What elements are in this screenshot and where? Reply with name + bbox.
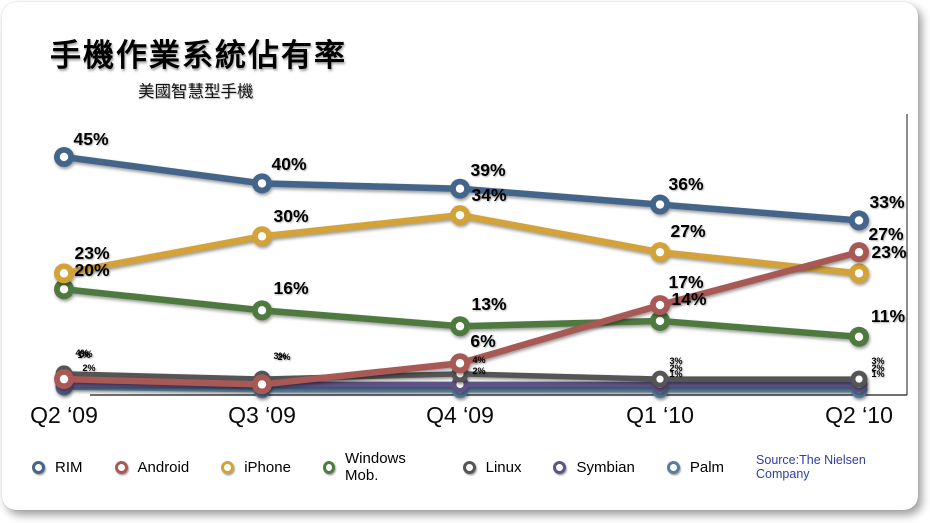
- data-point-center: [455, 184, 465, 193]
- legend-item-rim: RIM: [32, 459, 83, 476]
- data-label: 1%: [77, 350, 90, 360]
- data-label: 36%: [668, 174, 703, 194]
- chart-subtitle: 美國智慧型手機: [138, 83, 254, 101]
- data-label: 23%: [871, 242, 906, 262]
- legend-label: Symbian: [576, 458, 635, 476]
- data-label: 6%: [470, 331, 496, 351]
- data-point-center: [655, 200, 665, 209]
- legend-marker-icon: [32, 460, 45, 474]
- data-point-center: [455, 359, 465, 368]
- data-label: 39%: [470, 160, 505, 180]
- data-label: 27%: [868, 224, 903, 244]
- data-label: 34%: [471, 185, 506, 205]
- legend-label: Palm: [689, 458, 725, 476]
- legend-item-iphone: iPhone: [221, 459, 291, 476]
- legend-marker-icon: [322, 460, 336, 474]
- data-label: 40%: [271, 154, 306, 174]
- data-point-center: [656, 375, 664, 383]
- data-label: 2%: [82, 363, 95, 373]
- data-label: 13%: [471, 294, 506, 314]
- legend-label: Android: [137, 458, 190, 476]
- data-label: 2%: [277, 352, 290, 362]
- data-label: 2%: [472, 366, 485, 376]
- series-iphone: [54, 205, 869, 284]
- data-label: 33%: [869, 192, 904, 212]
- data-label: 1%: [871, 369, 884, 379]
- data-point-center: [854, 332, 864, 342]
- slide-card: 手機作業系統佔有率 美國智慧型手機 Q2 ‘09 Q3 ‘09 Q4 ‘09 Q1 ‘…: [2, 2, 918, 510]
- data-label: 17%: [668, 272, 703, 292]
- data-label: 14%: [671, 289, 706, 309]
- data-label: 1%: [669, 369, 682, 379]
- series-rim: [54, 146, 869, 231]
- series-windows-mob-: [54, 279, 869, 347]
- chart-title: 手機作業系統佔有率: [50, 38, 347, 73]
- data-label: 4%: [75, 348, 88, 358]
- legend-marker-icon: [666, 460, 680, 474]
- data-point-center: [854, 247, 864, 257]
- legend: RIM Android iPhone Windows Mob. Linux Symbian…: [32, 450, 904, 484]
- data-point-center: [456, 380, 464, 389]
- data-label: 11%: [871, 306, 905, 326]
- legend-item-android: Android: [114, 458, 190, 476]
- series-android: [54, 242, 869, 395]
- data-point-center: [855, 375, 863, 383]
- data-point-center: [854, 216, 864, 225]
- data-point-center: [455, 210, 465, 220]
- data-point-center: [257, 179, 267, 188]
- data-point-center: [655, 247, 665, 257]
- data-point-center: [257, 232, 267, 241]
- data-label: 3%: [669, 356, 682, 366]
- legend-marker-icon: [462, 460, 476, 474]
- legend-marker-icon: [221, 460, 235, 474]
- data-label: 20%: [74, 260, 109, 280]
- x-tick-label: Q3 ‘09: [228, 402, 296, 428]
- legend-item-linux: Linux: [462, 458, 522, 476]
- legend-item-symbian: Symbian: [553, 458, 635, 476]
- legend-label: Linux: [485, 458, 522, 476]
- data-point-center: [59, 152, 69, 162]
- x-tick-label: Q2 ‘09: [30, 402, 98, 428]
- data-label: 2%: [669, 363, 682, 373]
- data-point-center: [455, 322, 465, 331]
- legend-label: RIM: [55, 458, 83, 476]
- data-point-center: [59, 374, 69, 384]
- x-tick-label: Q1 ‘10: [626, 402, 694, 428]
- data-label: 45%: [73, 129, 108, 149]
- legend-item-palm: Palm: [666, 458, 725, 476]
- data-point-center: [59, 269, 69, 278]
- data-point-center: [257, 380, 267, 389]
- data-label: 3%: [871, 356, 884, 366]
- data-point-center: [59, 285, 69, 294]
- legend-label: Windows Mob.: [345, 450, 406, 484]
- x-tick-label: Q4 ‘09: [426, 402, 494, 428]
- data-label: 30%: [273, 206, 308, 226]
- data-label: 16%: [273, 278, 308, 298]
- data-point-center: [655, 316, 665, 326]
- x-tick-label: Q2 ‘10: [825, 402, 893, 428]
- legend-marker-icon: [553, 460, 567, 474]
- data-label: 2%: [871, 363, 884, 373]
- data-point-center: [655, 300, 665, 310]
- data-label: 4%: [472, 355, 485, 365]
- data-label: 3%: [273, 351, 286, 361]
- data-label: 23%: [74, 243, 109, 263]
- data-point-center: [854, 269, 864, 278]
- data-label: 27%: [670, 221, 705, 241]
- source-credit: Source:The Nielsen Company: [756, 453, 866, 481]
- legend-label: iPhone: [244, 458, 291, 476]
- legend-marker-icon: [114, 460, 128, 474]
- legend-item-windows-mob-: Windows Mob.: [322, 450, 431, 484]
- data-label: 3%: [79, 349, 92, 359]
- data-point-center: [257, 306, 267, 315]
